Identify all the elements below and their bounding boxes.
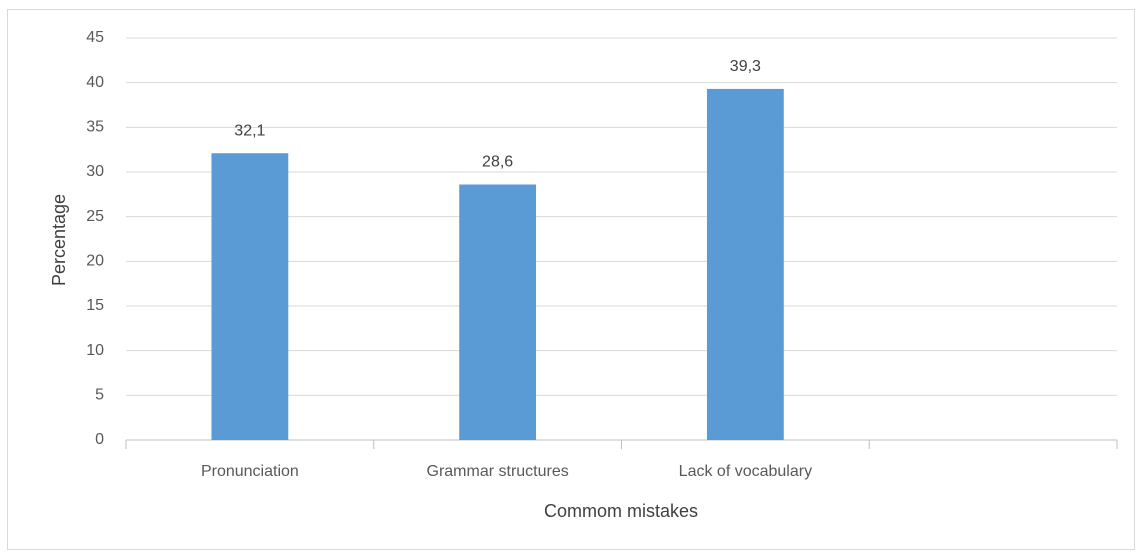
y-axis-label: Percentage	[49, 194, 69, 286]
x-tick-label: Lack of vocabulary	[679, 463, 812, 480]
y-tick-label: 25	[86, 208, 104, 225]
y-tick-label: 0	[95, 431, 104, 448]
bar	[706, 88, 784, 441]
y-tick-label: 35	[86, 119, 104, 136]
data-label: 32,1	[234, 122, 265, 139]
y-tick-label: 20	[86, 253, 104, 270]
x-axis-label: Commom mistakes	[544, 501, 698, 521]
y-tick-label: 5	[95, 387, 104, 404]
y-tick-label: 15	[86, 297, 104, 314]
chart-border	[7, 9, 1135, 550]
data-label: 39,3	[730, 58, 761, 75]
y-tick-label: 10	[86, 342, 104, 359]
x-tick-label: Grammar structures	[427, 463, 569, 480]
x-tick-label: Pronunciation	[201, 463, 299, 480]
y-tick-label: 45	[86, 29, 104, 46]
data-label: 28,6	[482, 154, 513, 171]
bar	[459, 184, 537, 440]
bar	[211, 153, 289, 441]
y-tick-label: 30	[86, 163, 104, 180]
y-tick-label: 40	[86, 74, 104, 91]
